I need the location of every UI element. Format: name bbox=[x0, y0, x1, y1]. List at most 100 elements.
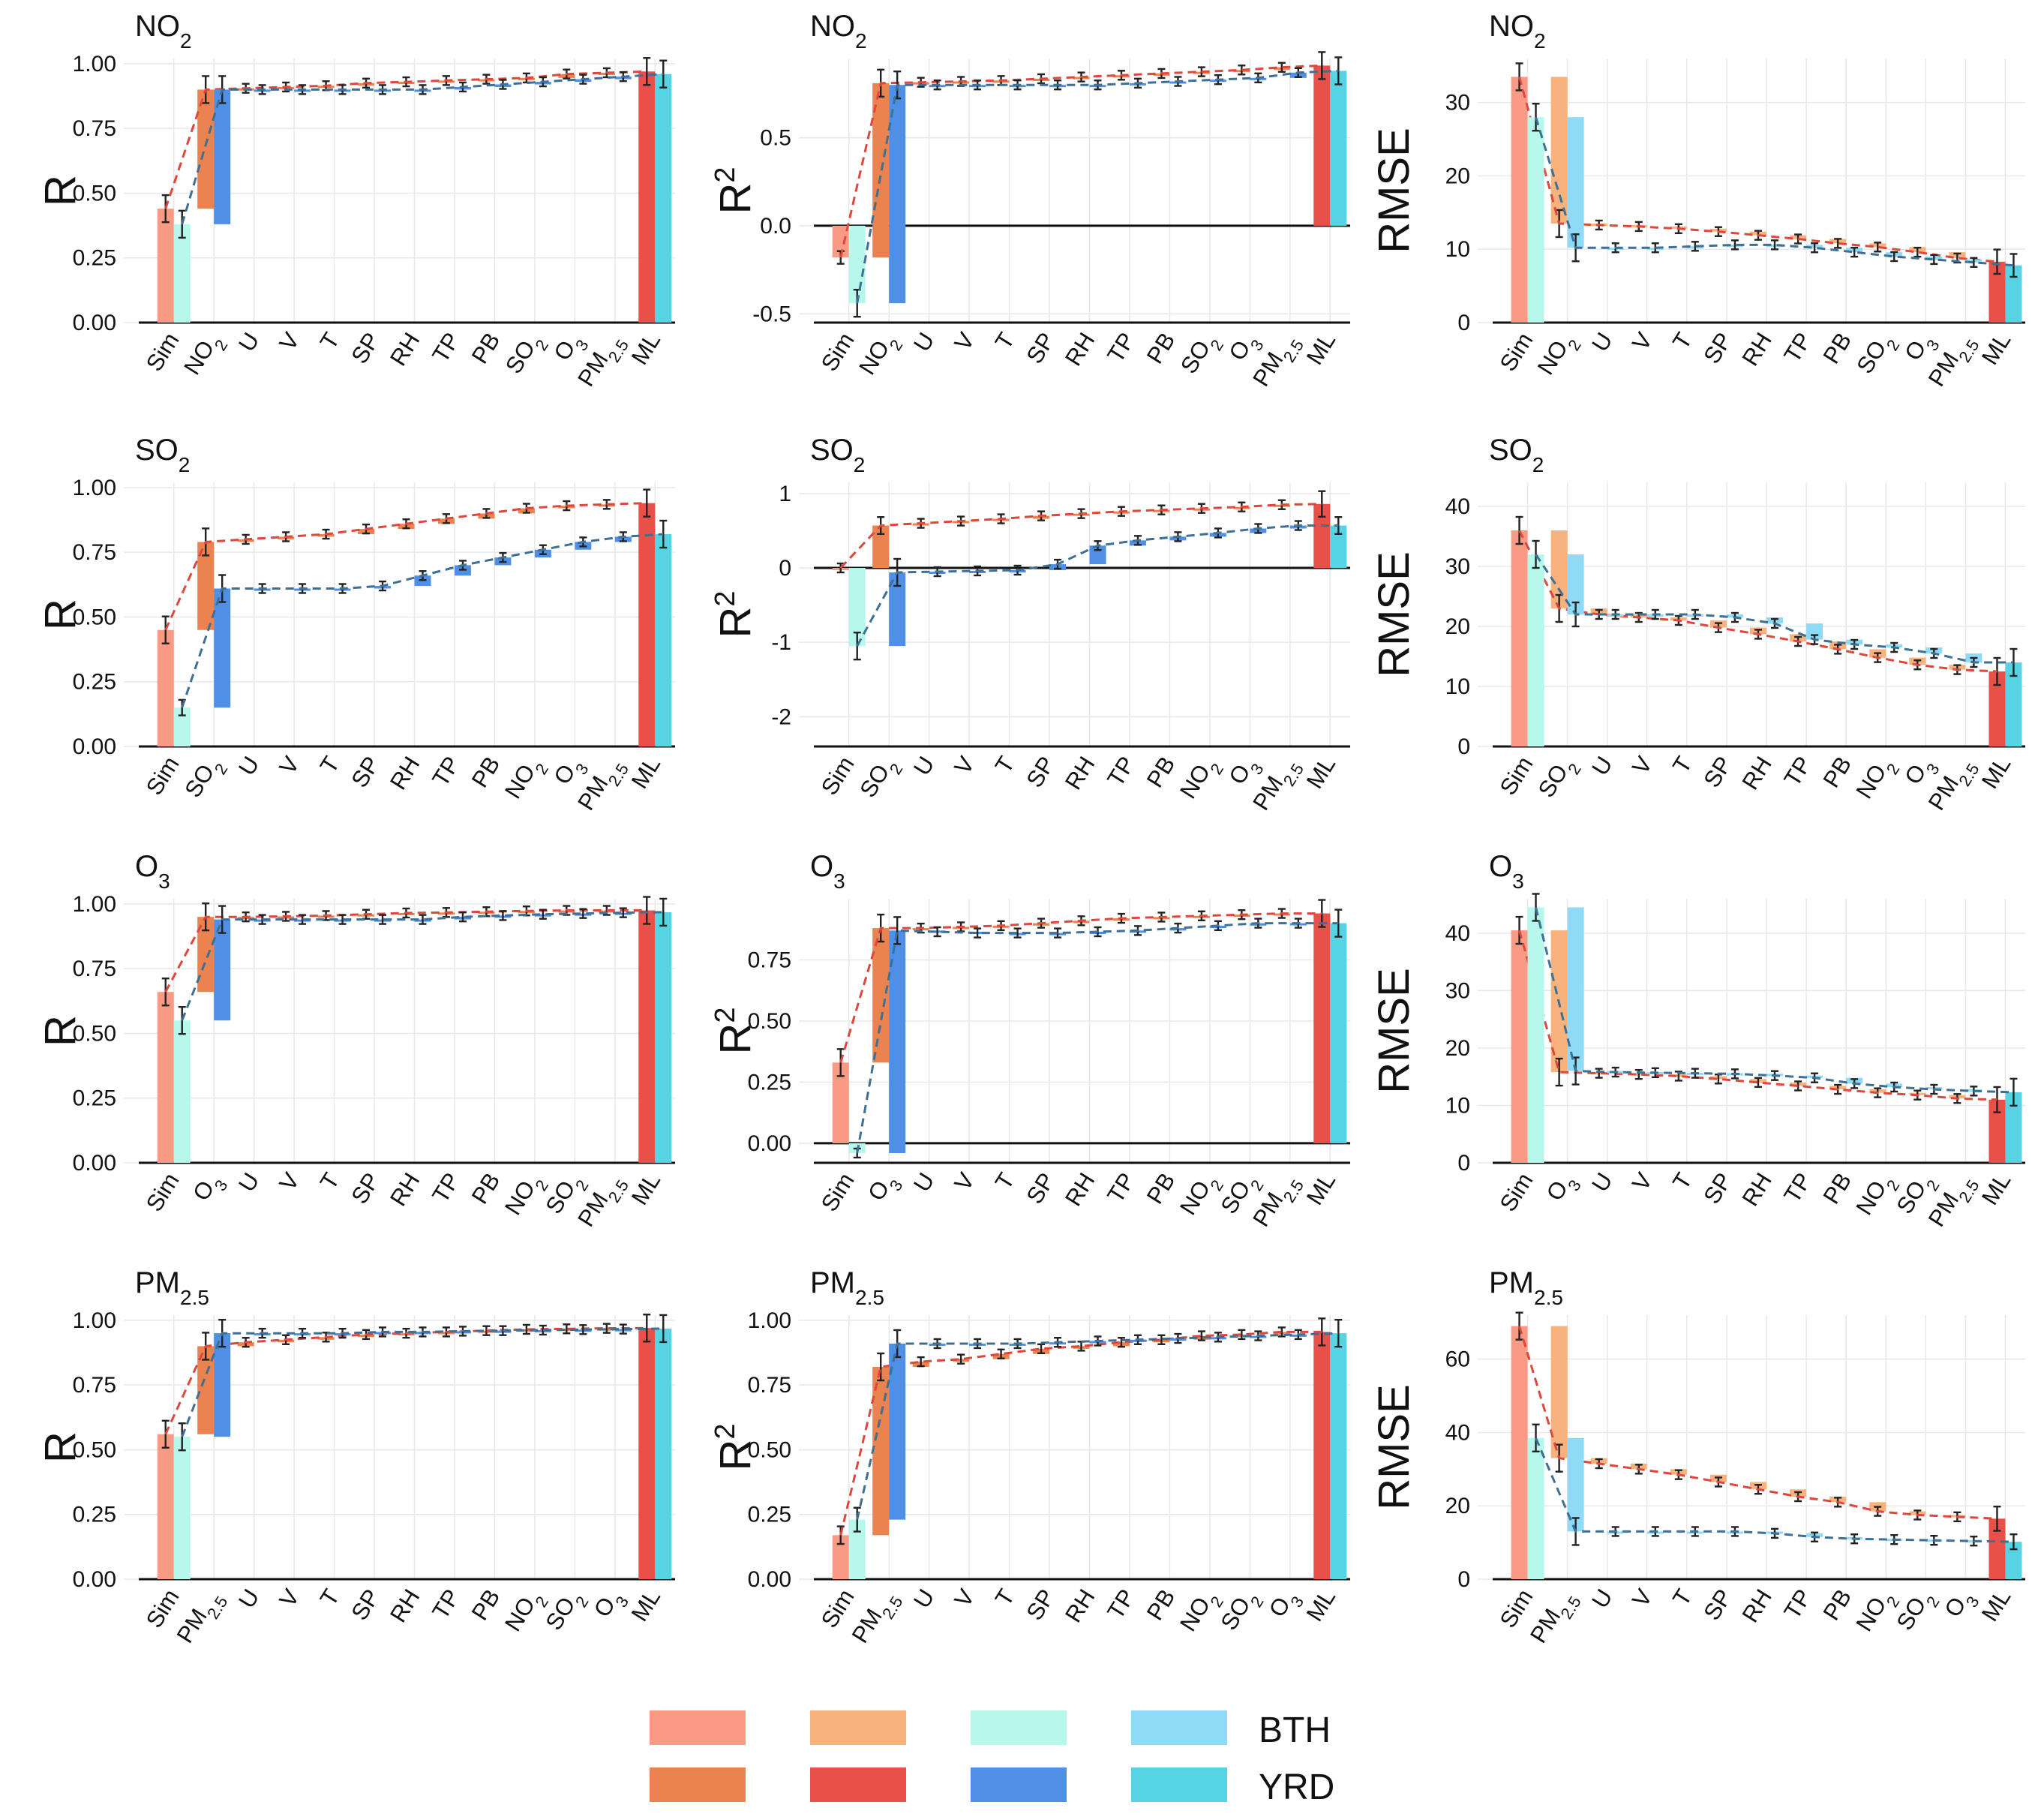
x-tick-label: SP bbox=[1698, 1168, 1737, 1209]
bar-yrd-so2 bbox=[214, 588, 231, 708]
error-bar bbox=[1754, 1077, 1762, 1089]
x-tick-label: T bbox=[1667, 1168, 1697, 1194]
error-bar bbox=[1238, 65, 1246, 76]
error-bar bbox=[499, 910, 507, 921]
x-tick-label: O3 bbox=[863, 1168, 906, 1209]
x-tick-label: NO2 bbox=[1850, 1168, 1903, 1224]
bar-bth-pm2.5 bbox=[1550, 1326, 1568, 1458]
x-tick-label: SO2 bbox=[500, 328, 552, 382]
x-tick-label: NO2 bbox=[1850, 752, 1903, 807]
x-tick-label: PB bbox=[467, 328, 506, 368]
x-tick-label: O3 bbox=[1264, 1584, 1307, 1626]
y-axis-label: R bbox=[36, 599, 85, 630]
x-tick-label: PM2.5 bbox=[1247, 752, 1307, 818]
x-tick-label: T bbox=[990, 752, 1020, 778]
x-tick-label: T bbox=[315, 328, 345, 354]
bar-bth-ml bbox=[638, 71, 656, 323]
bar-bth-no2 bbox=[872, 83, 890, 258]
error-bar bbox=[602, 1323, 611, 1334]
x-tick-label: RH bbox=[385, 328, 425, 371]
connector-yrd bbox=[181, 911, 664, 1021]
x-tick-label: T bbox=[1667, 328, 1697, 354]
y-axis-label: RMSE bbox=[1370, 968, 1418, 1094]
x-tick-label: PM2.5 bbox=[1247, 1168, 1307, 1235]
bar-bth-ml bbox=[1988, 1518, 2006, 1579]
x-tick-label: PM2.5 bbox=[572, 752, 632, 818]
error-bar bbox=[1555, 1057, 1563, 1087]
bar-bth-no2 bbox=[197, 89, 215, 209]
bar-yrd-ml bbox=[655, 1328, 672, 1579]
connector-bth bbox=[164, 502, 647, 631]
y-axis-label: R bbox=[36, 1431, 85, 1463]
y-tick-label: 0 bbox=[1457, 1151, 1470, 1176]
bar-yrd-sim bbox=[1527, 554, 1544, 746]
bar-yrd-ml bbox=[1330, 71, 1347, 226]
y-tick-label: -0.5 bbox=[752, 302, 791, 326]
chart-title: SO2 bbox=[1489, 434, 1544, 476]
x-tick-label: TP bbox=[427, 1584, 465, 1623]
x-tick-label: NO2 bbox=[1532, 328, 1585, 383]
bar-bth-ml bbox=[1313, 65, 1331, 226]
error-bar bbox=[893, 916, 902, 945]
error-bar bbox=[1691, 241, 1699, 252]
error-bar bbox=[1318, 51, 1326, 80]
y-tick-label: 30 bbox=[1445, 91, 1470, 116]
y-tick-label: 0.75 bbox=[748, 948, 791, 972]
legend-swatch-yrd-bar bbox=[971, 1767, 1067, 1802]
error-bar bbox=[1970, 257, 1978, 269]
y-tick-label: 0.50 bbox=[748, 1009, 791, 1034]
x-tick-label: TP bbox=[1778, 1584, 1817, 1623]
x-tick-label: TP bbox=[1778, 752, 1817, 791]
y-axis-label: R2 bbox=[710, 167, 760, 214]
x-tick-label: SO2 bbox=[1891, 1584, 1943, 1638]
y-tick-label: 0.50 bbox=[73, 605, 116, 629]
x-tick-label: PM2.5 bbox=[1923, 328, 1982, 395]
error-bar bbox=[161, 1419, 170, 1449]
x-tick-label: ML bbox=[1301, 328, 1341, 369]
chart-title: NO2 bbox=[810, 10, 867, 53]
bar-yrd-so2 bbox=[1567, 554, 1584, 614]
x-tick-label: O3 bbox=[1541, 1168, 1585, 1209]
x-tick-label: TP bbox=[1102, 1584, 1140, 1623]
error-bar bbox=[539, 1324, 547, 1336]
connector-bth bbox=[839, 64, 1322, 258]
connector-yrd bbox=[1535, 116, 2014, 267]
bar-yrd-ml bbox=[655, 74, 672, 323]
x-tick-label: V bbox=[949, 328, 980, 355]
x-tick-label: V bbox=[274, 752, 305, 779]
y-tick-label: 0.50 bbox=[748, 1437, 791, 1462]
x-tick-label: PB bbox=[1817, 1584, 1856, 1625]
error-bar bbox=[1117, 1337, 1125, 1348]
error-bar bbox=[458, 911, 467, 923]
y-tick-label: 1.00 bbox=[73, 1308, 116, 1333]
bar-bth-so2 bbox=[1550, 530, 1568, 608]
x-tick-label: TP bbox=[1102, 1168, 1140, 1207]
legend-swatch-yrd-ml bbox=[1131, 1767, 1227, 1802]
y-tick-label: 0 bbox=[1457, 1567, 1470, 1592]
chart-title: NO2 bbox=[135, 10, 192, 53]
y-tick-label: 0.0 bbox=[760, 214, 791, 239]
error-bar bbox=[1993, 248, 2001, 275]
bar-yrd-tp bbox=[1806, 623, 1823, 640]
y-tick-label: 40 bbox=[1445, 921, 1470, 946]
x-tick-label: Sim bbox=[1495, 752, 1538, 800]
y-tick-label: 40 bbox=[1445, 1420, 1470, 1445]
legend-label-bth: BTH bbox=[1259, 1710, 1331, 1750]
x-tick-label: NO2 bbox=[1175, 752, 1227, 807]
y-tick-label: 30 bbox=[1445, 978, 1470, 1003]
y-axis-label: RMSE bbox=[1370, 1384, 1418, 1510]
chart-title: NO2 bbox=[1489, 10, 1546, 53]
chart-title: SO2 bbox=[135, 434, 190, 476]
x-tick-label: ML bbox=[1301, 752, 1341, 793]
error-bar bbox=[522, 1323, 530, 1335]
bar-yrd-sim bbox=[173, 1437, 191, 1579]
error-bar bbox=[853, 1506, 861, 1533]
x-tick-label: U bbox=[1586, 1168, 1618, 1197]
bar-bth-ml bbox=[1988, 1099, 2006, 1163]
x-tick-label: O3 bbox=[188, 1168, 231, 1209]
connector-bth bbox=[164, 1326, 647, 1435]
error-bar bbox=[1013, 927, 1022, 939]
